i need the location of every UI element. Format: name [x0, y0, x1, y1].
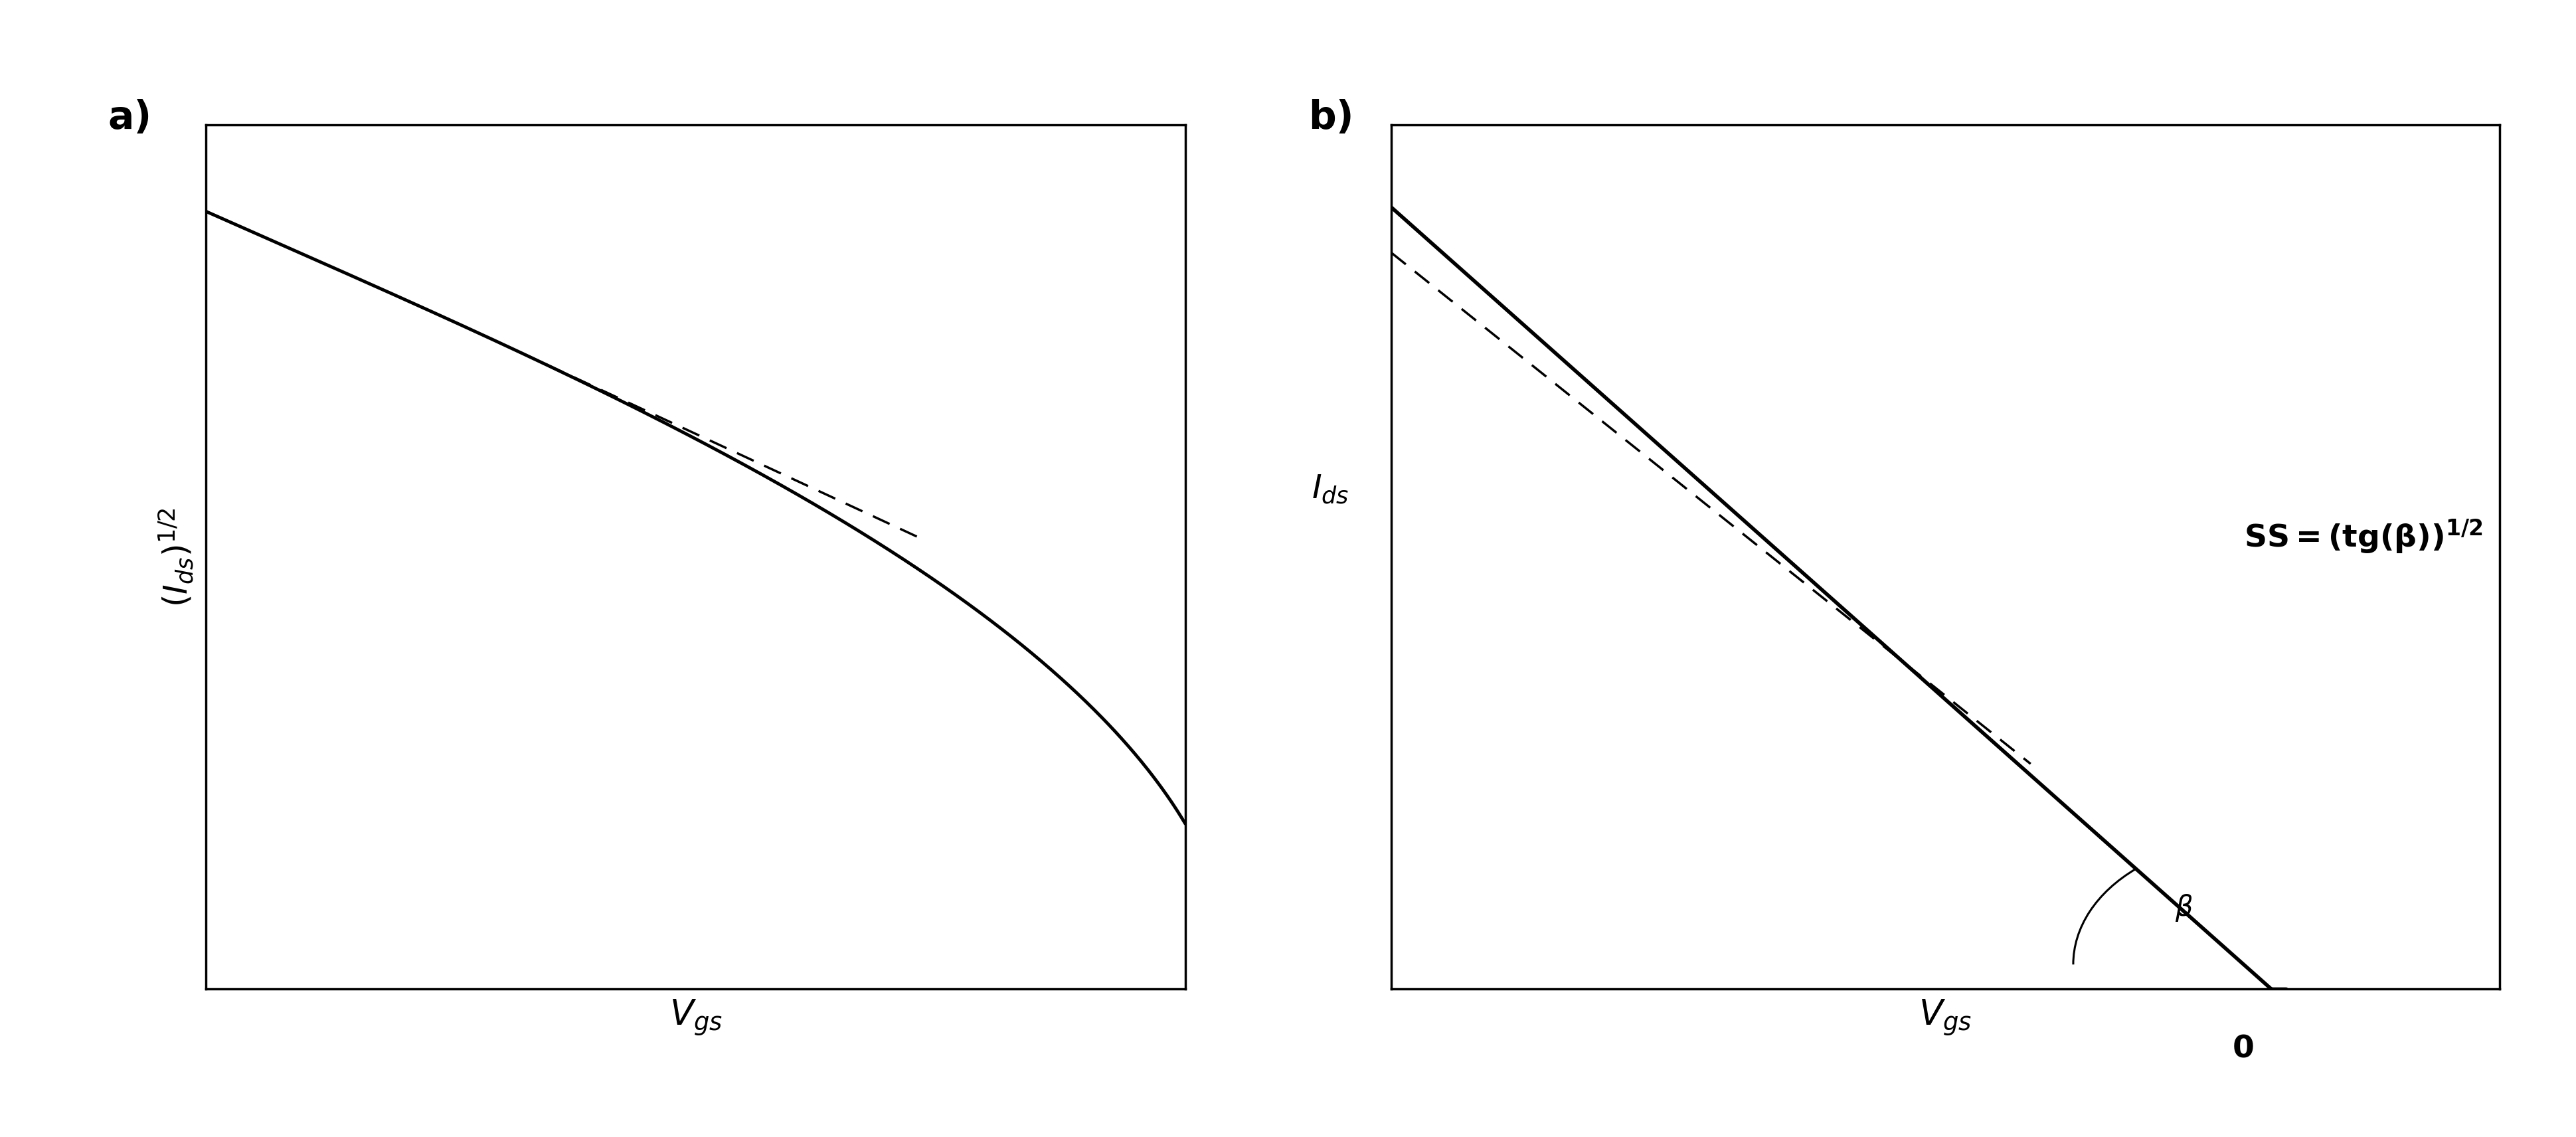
- Text: b): b): [1309, 99, 1352, 136]
- Text: $\mathbf{SS=(tg(\beta))^{1/2}}$: $\mathbf{SS=(tg(\beta))^{1/2}}$: [2244, 517, 2481, 556]
- X-axis label: $V_{gs}$: $V_{gs}$: [670, 998, 721, 1038]
- Text: a): a): [108, 99, 152, 136]
- Text: $\beta$: $\beta$: [2174, 893, 2192, 923]
- Y-axis label: $I_{ds}$: $I_{ds}$: [1311, 473, 1350, 505]
- Text: 0: 0: [2233, 1035, 2254, 1064]
- Y-axis label: $(I_{ds})^{1/2}$: $(I_{ds})^{1/2}$: [157, 507, 196, 607]
- X-axis label: $V_{gs}$: $V_{gs}$: [1919, 998, 1971, 1038]
- Text: $\alpha$: $\alpha$: [1808, 918, 1826, 946]
